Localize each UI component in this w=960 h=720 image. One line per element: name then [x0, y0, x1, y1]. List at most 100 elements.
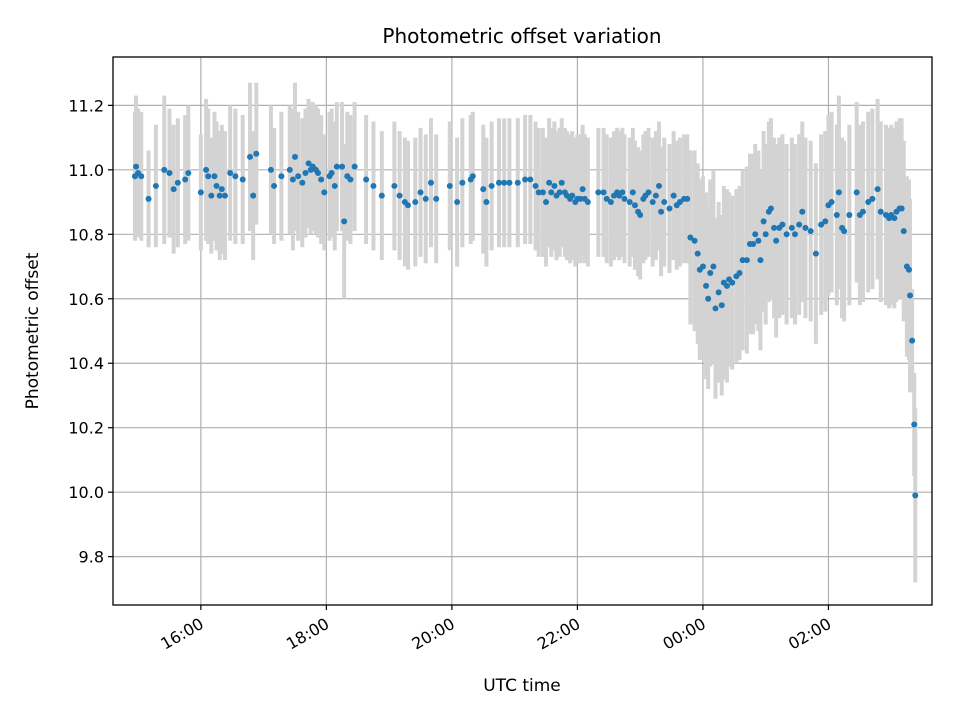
- data-point: [216, 192, 223, 199]
- data-point: [543, 199, 550, 206]
- data-point: [822, 218, 829, 225]
- data-point: [637, 211, 644, 218]
- data-point: [736, 269, 743, 276]
- data-point: [161, 166, 168, 173]
- y-tick-label: 10.2: [68, 419, 104, 438]
- data-point: [579, 186, 586, 193]
- data-point: [684, 195, 691, 202]
- data-point: [649, 199, 656, 206]
- data-point: [807, 228, 814, 235]
- data-point: [891, 215, 898, 222]
- data-point: [767, 205, 774, 212]
- data-point: [859, 208, 866, 215]
- data-point: [213, 182, 220, 189]
- data-point: [341, 218, 348, 225]
- data-point: [299, 179, 306, 186]
- data-point: [676, 199, 683, 206]
- data-point: [584, 199, 591, 206]
- data-point: [433, 195, 440, 202]
- data-point: [166, 170, 173, 177]
- data-point: [286, 166, 293, 173]
- data-point: [488, 182, 495, 189]
- y-tick-label: 10.8: [68, 225, 104, 244]
- data-point: [551, 182, 558, 189]
- data-point: [802, 224, 809, 231]
- data-point: [197, 189, 204, 196]
- data-point: [522, 176, 529, 183]
- data-point: [271, 182, 278, 189]
- data-point: [363, 176, 370, 183]
- data-point: [869, 195, 876, 202]
- data-point: [292, 153, 298, 160]
- data-point: [783, 231, 790, 238]
- data-point: [218, 186, 225, 193]
- data-point: [328, 170, 335, 177]
- data-point: [239, 176, 246, 183]
- data-point: [527, 176, 534, 183]
- data-point: [278, 173, 285, 180]
- data-point: [658, 208, 665, 215]
- data-point: [799, 208, 806, 215]
- data-point: [227, 170, 234, 177]
- data-point: [687, 234, 694, 241]
- data-point: [556, 189, 563, 196]
- data-point: [211, 173, 218, 180]
- data-point: [600, 189, 607, 196]
- data-point: [577, 195, 584, 202]
- data-point: [483, 199, 490, 206]
- data-point: [569, 192, 576, 199]
- data-point: [138, 173, 145, 180]
- data-point: [378, 192, 385, 199]
- data-point: [874, 186, 881, 193]
- data-point: [833, 211, 840, 218]
- data-point: [652, 192, 659, 199]
- data-point: [253, 150, 260, 157]
- data-point: [771, 224, 778, 231]
- data-point: [603, 195, 610, 202]
- data-point: [729, 279, 736, 286]
- data-point: [705, 295, 712, 302]
- data-point: [619, 189, 626, 196]
- data-point: [796, 221, 803, 228]
- data-point: [514, 179, 521, 186]
- data-point: [898, 205, 905, 212]
- data-point: [370, 182, 377, 189]
- y-tick-label: 10.0: [68, 483, 104, 502]
- data-point: [232, 173, 239, 180]
- data-point: [900, 228, 907, 235]
- data-point: [145, 195, 152, 202]
- data-point: [221, 192, 228, 199]
- data-point: [495, 179, 502, 186]
- data-point: [818, 221, 825, 228]
- data-point: [480, 186, 487, 193]
- data-point: [152, 182, 159, 189]
- data-point: [174, 179, 181, 186]
- y-tick-label: 11.0: [68, 161, 104, 180]
- data-point: [645, 189, 652, 196]
- data-point: [469, 173, 476, 180]
- data-point: [321, 189, 328, 196]
- data-point: [203, 166, 210, 173]
- data-point: [907, 292, 914, 299]
- data-point: [621, 195, 628, 202]
- data-point: [712, 305, 719, 312]
- data-point: [412, 199, 419, 206]
- chart-title: Photometric offset variation: [382, 24, 661, 48]
- data-point: [853, 189, 860, 196]
- data-point: [539, 189, 546, 196]
- y-tick-label: 9.8: [79, 548, 104, 567]
- data-point: [289, 176, 296, 183]
- data-point: [391, 182, 398, 189]
- data-point: [757, 257, 764, 264]
- data-point: [905, 266, 912, 273]
- data-point: [694, 250, 701, 257]
- data-point: [422, 195, 429, 202]
- data-point: [703, 282, 710, 289]
- data-point: [250, 192, 257, 199]
- data-point: [912, 492, 919, 499]
- data-point: [828, 199, 835, 206]
- y-axis-label: Photometric offset: [23, 252, 43, 409]
- data-point: [506, 179, 513, 186]
- data-point: [208, 192, 215, 199]
